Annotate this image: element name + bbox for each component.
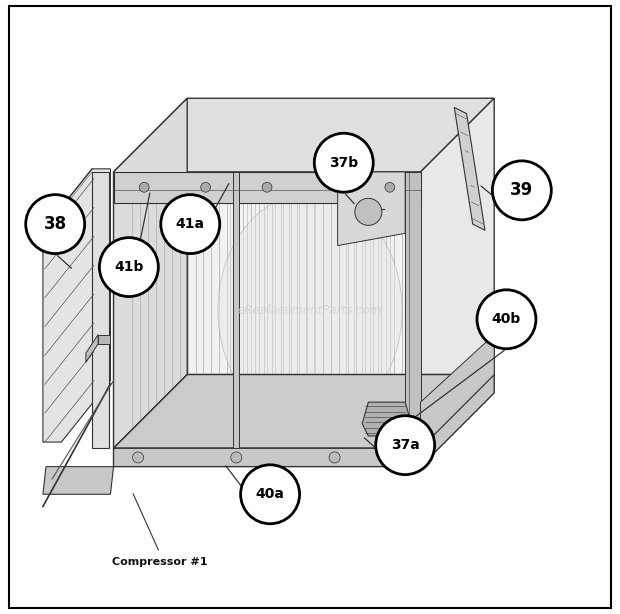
Polygon shape — [113, 98, 187, 448]
Polygon shape — [113, 172, 420, 203]
Circle shape — [355, 198, 382, 225]
Circle shape — [477, 290, 536, 349]
Circle shape — [140, 182, 149, 192]
Text: 37a: 37a — [391, 438, 420, 452]
Text: Compressor #1: Compressor #1 — [112, 557, 207, 567]
Circle shape — [385, 182, 395, 192]
Polygon shape — [420, 335, 494, 448]
Polygon shape — [43, 169, 110, 442]
Polygon shape — [113, 375, 494, 448]
Circle shape — [329, 452, 340, 463]
Circle shape — [492, 161, 551, 220]
Text: 40b: 40b — [492, 313, 521, 326]
Circle shape — [25, 195, 85, 254]
Text: 40a: 40a — [255, 488, 285, 501]
Circle shape — [262, 182, 272, 192]
Circle shape — [376, 416, 435, 475]
Circle shape — [161, 195, 219, 254]
Circle shape — [99, 238, 158, 297]
Circle shape — [133, 452, 144, 463]
Text: 38: 38 — [43, 215, 67, 233]
Polygon shape — [113, 375, 494, 448]
Text: 41b: 41b — [114, 260, 144, 274]
Circle shape — [241, 465, 299, 524]
Polygon shape — [420, 98, 494, 448]
FancyBboxPatch shape — [9, 6, 611, 608]
Text: 41a: 41a — [176, 217, 205, 231]
Polygon shape — [113, 172, 420, 448]
Circle shape — [231, 452, 242, 463]
Text: eReplacementParts.com: eReplacementParts.com — [238, 303, 382, 317]
Text: 37b: 37b — [329, 156, 358, 169]
Circle shape — [314, 133, 373, 192]
Polygon shape — [405, 172, 420, 448]
Polygon shape — [454, 107, 485, 230]
Circle shape — [201, 182, 211, 192]
Polygon shape — [86, 335, 98, 362]
Polygon shape — [113, 375, 494, 467]
Circle shape — [336, 182, 345, 192]
Polygon shape — [338, 172, 405, 246]
Text: 39: 39 — [510, 181, 533, 200]
Polygon shape — [92, 172, 109, 448]
Polygon shape — [233, 172, 239, 448]
Polygon shape — [98, 335, 110, 344]
Polygon shape — [43, 467, 113, 494]
Circle shape — [397, 452, 407, 463]
Ellipse shape — [218, 193, 402, 427]
Polygon shape — [362, 402, 411, 436]
Polygon shape — [113, 98, 494, 172]
